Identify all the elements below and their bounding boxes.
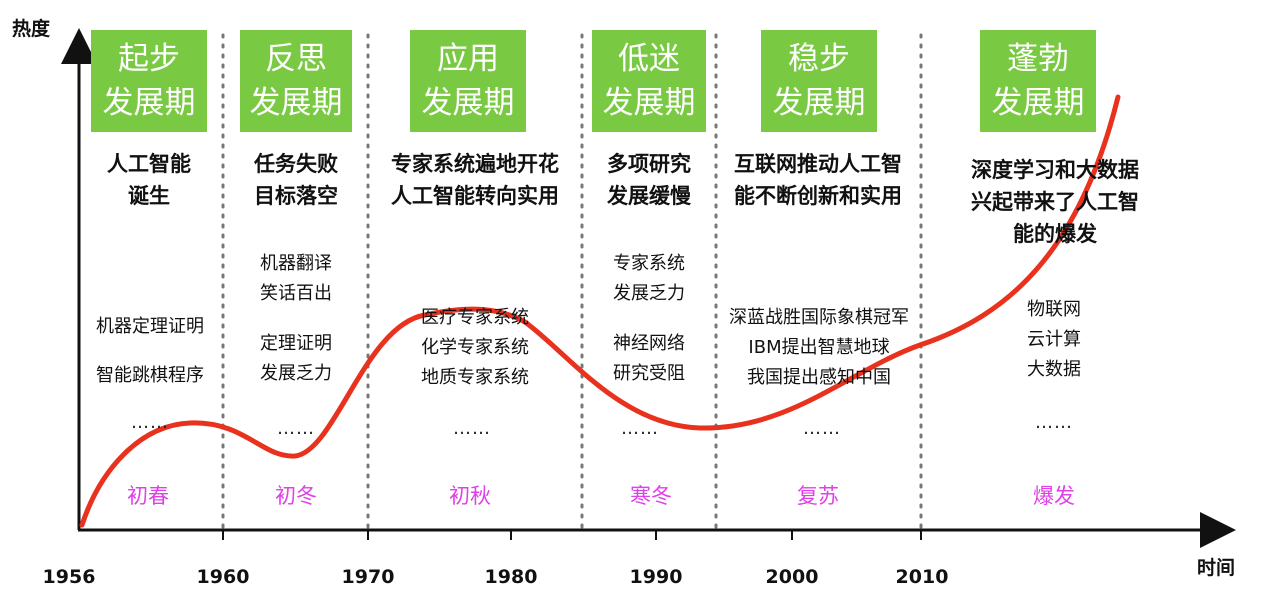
description-line: 专家系统遍地开花	[391, 152, 559, 176]
year-label: 1990	[629, 566, 683, 588]
ellipsis: ……	[277, 418, 315, 439]
phase-description: 多项研究 发展缓慢	[586, 148, 712, 212]
phase-box-application: 应用 发展期	[410, 30, 526, 132]
phase-events: 机器定理证明 智能跳棋程序	[78, 302, 222, 400]
phase-title: 稳步	[788, 41, 850, 77]
season-label: 复苏	[797, 484, 839, 508]
event-item: 智能跳棋程序	[96, 365, 204, 386]
phase-subtitle: 发展期	[991, 85, 1085, 121]
description-line: 目标落空	[254, 184, 338, 208]
event-item: 发展乏力	[260, 363, 332, 384]
phase-events: 专家系统 发展乏力 神经网络 研究受阻	[586, 249, 712, 389]
description-line: 人工智能	[107, 152, 191, 176]
event-item: 大数据	[1027, 359, 1081, 380]
event-item: 专家系统	[613, 253, 685, 274]
phase-events: 机器翻译 笑话百出 定理证明 发展乏力	[226, 249, 366, 389]
phase-events: 医疗专家系统 化学专家系统 地质专家系统	[390, 303, 560, 393]
phase-events: 深蓝战胜国际象棋冠军 IBM提出智慧地球 我国提出感知中国	[716, 303, 922, 393]
description-line: 互联网推动人工智	[734, 152, 902, 176]
phase-description: 深度学习和大数据 兴起带来了人工智 能的爆发	[945, 154, 1165, 250]
event-item: 机器翻译	[260, 253, 332, 274]
event-item: 定理证明	[260, 333, 332, 354]
x-axis-label: 时间	[1197, 557, 1236, 579]
season-label: 初秋	[449, 484, 491, 508]
event-item: 云计算	[1027, 329, 1081, 350]
phase-box-downturn: 低迷 发展期	[592, 30, 706, 132]
year-label: 2000	[765, 566, 819, 588]
event-item: IBM提出智慧地球	[748, 337, 890, 358]
phase-subtitle: 发展期	[102, 85, 196, 121]
y-axis-label: 热度	[12, 18, 51, 40]
description-line: 任务失败	[254, 152, 338, 176]
phase-box-steady: 稳步 发展期	[761, 30, 877, 132]
event-item: 地质专家系统	[421, 367, 529, 388]
phase-description: 互联网推动人工智 能不断创新和实用	[718, 148, 918, 212]
event-item: 笑话百出	[260, 283, 332, 304]
heat-curve	[79, 94, 1121, 528]
phase-title: 起步	[118, 41, 180, 77]
event-item: 神经网络	[613, 333, 685, 354]
phase-subtitle: 发展期	[602, 85, 696, 121]
phase-title: 蓬勃	[1007, 41, 1069, 77]
season-label: 寒冬	[630, 484, 672, 508]
phase-description: 人工智能 诞生	[74, 148, 224, 212]
phase-box-booming: 蓬勃 发展期	[980, 30, 1096, 132]
year-label: 2010	[895, 566, 949, 588]
phase-description: 任务失败 目标落空	[226, 148, 366, 212]
event-item: 研究受阻	[613, 363, 685, 384]
phase-description: 专家系统遍地开花 人工智能转向实用	[370, 148, 580, 212]
event-item: 物联网	[1027, 299, 1081, 320]
phase-title: 低迷	[618, 41, 680, 77]
description-line: 能的爆发	[1013, 222, 1097, 246]
year-label: 1970	[341, 566, 395, 588]
phase-title: 应用	[437, 41, 499, 77]
phase-subtitle: 发展期	[249, 85, 343, 121]
event-item: 医疗专家系统	[421, 307, 529, 328]
description-line: 能不断创新和实用	[734, 184, 902, 208]
phase-subtitle: 发展期	[772, 85, 866, 121]
phase-events: 物联网 云计算 大数据	[1004, 295, 1104, 385]
event-item: 机器定理证明	[96, 316, 204, 337]
phase-subtitle: 发展期	[421, 85, 515, 121]
description-line: 发展缓慢	[607, 184, 691, 208]
description-line: 深度学习和大数据	[971, 158, 1139, 182]
event-item: 化学专家系统	[421, 337, 529, 358]
phase-title: 反思	[265, 41, 327, 77]
description-line: 人工智能转向实用	[391, 184, 559, 208]
year-label: 1980	[484, 566, 538, 588]
ellipsis: ……	[131, 412, 169, 433]
season-label: 初春	[127, 484, 169, 508]
description-line: 诞生	[128, 184, 170, 208]
description-line: 兴起带来了人工智	[971, 190, 1139, 214]
season-label: 初冬	[275, 484, 317, 508]
season-label: 爆发	[1033, 484, 1075, 508]
event-item: 我国提出感知中国	[747, 367, 891, 388]
event-item: 发展乏力	[613, 283, 685, 304]
ellipsis: ……	[621, 418, 659, 439]
phase-box-reflection: 反思 发展期	[240, 30, 352, 132]
ellipsis: ……	[453, 418, 491, 439]
description-line: 多项研究	[607, 152, 691, 176]
year-label: 1956	[42, 566, 96, 588]
year-label: 1960	[196, 566, 250, 588]
ellipsis: ……	[803, 418, 841, 439]
phase-box-start: 起步 发展期	[91, 30, 207, 132]
event-item: 深蓝战胜国际象棋冠军	[729, 307, 909, 328]
ellipsis: ……	[1035, 412, 1073, 433]
